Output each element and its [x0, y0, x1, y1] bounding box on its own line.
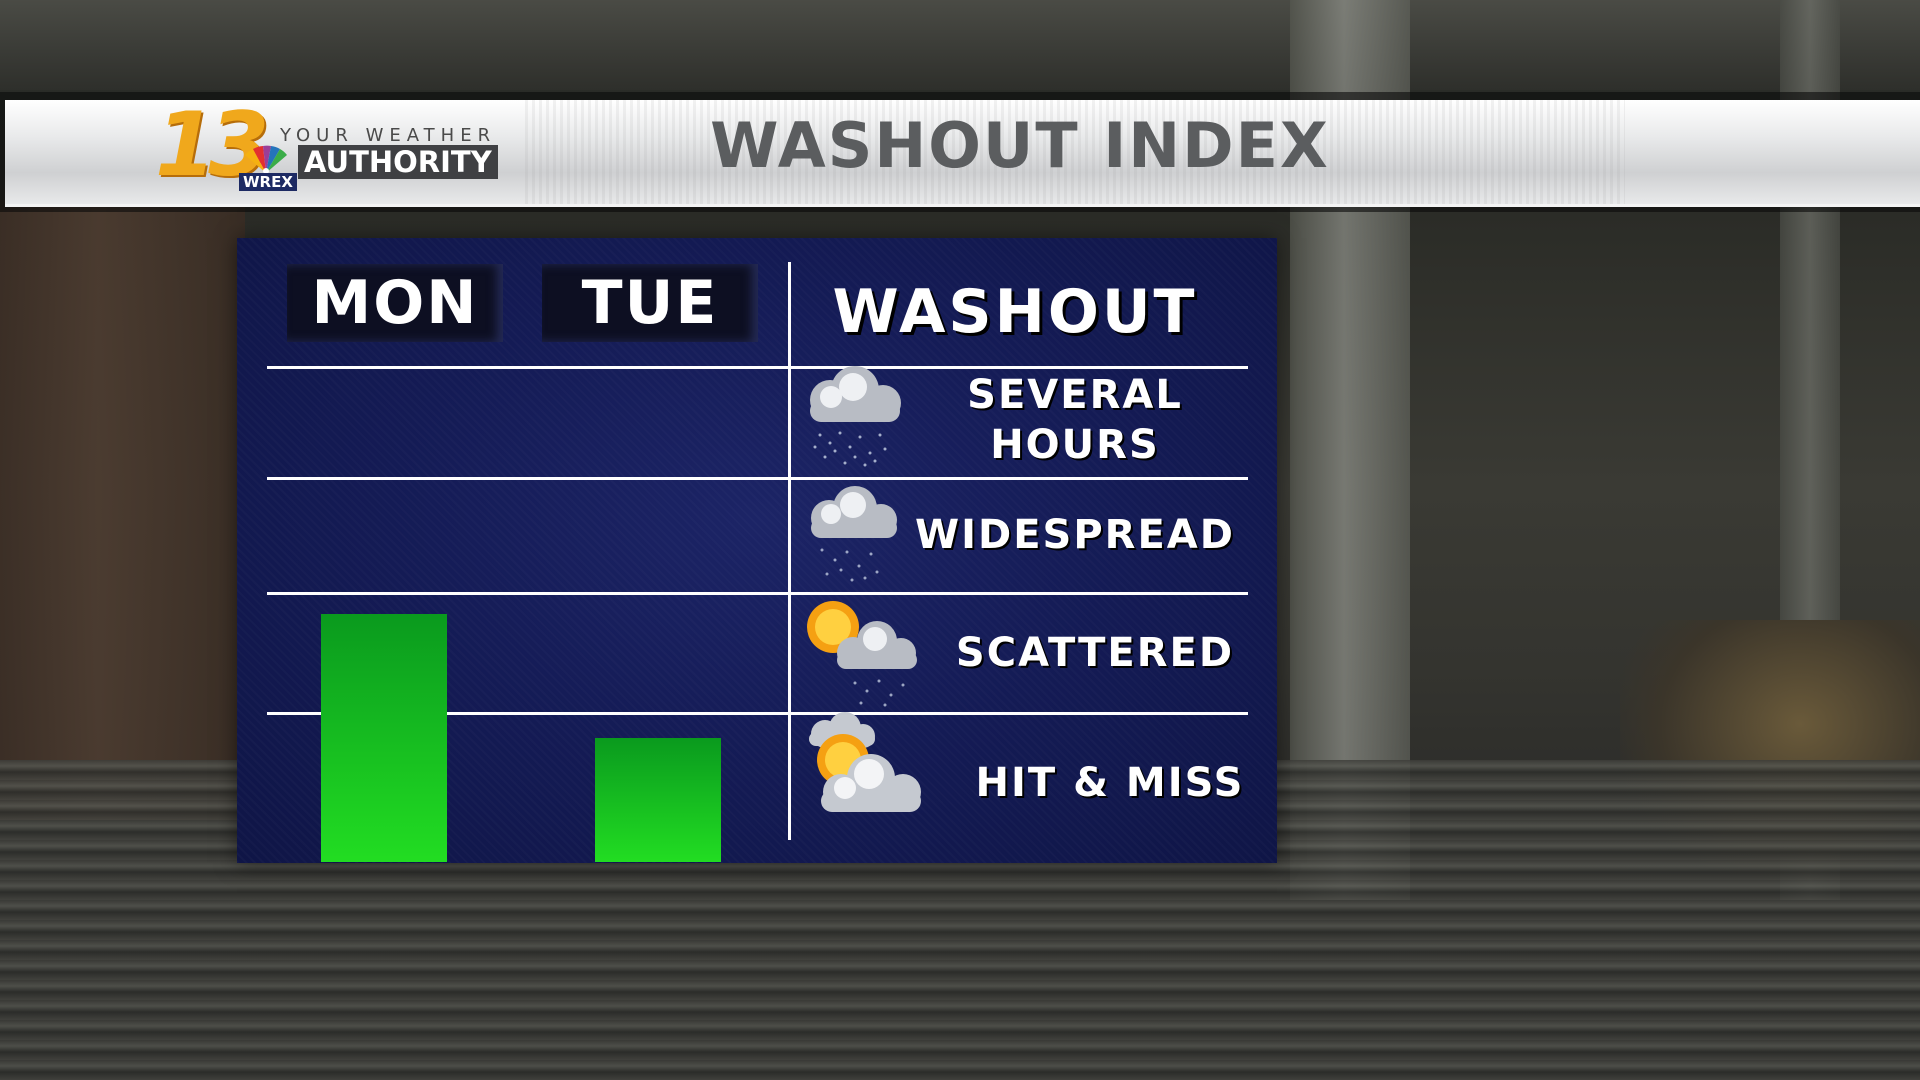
page-title: WASHOUT INDEX: [710, 109, 1330, 182]
logo-tagline-top: YOUR WEATHER: [280, 125, 497, 146]
level-label-several-hours: SEVERAL HOURS: [967, 372, 1183, 468]
category-label-tue: TUE: [542, 264, 758, 342]
washout-chart-panel: [237, 238, 1277, 863]
rain-cloud-icon: [811, 486, 897, 582]
station-logo: 13 WREX YOUR WEATHER AUTHORITY: [155, 99, 530, 195]
level-label-widespread: WIDESPREAD: [915, 512, 1235, 558]
peacock-icon: [245, 145, 287, 174]
gridline: [267, 477, 1248, 480]
logo-call-sign: WREX: [239, 173, 297, 191]
sun-cloud-rain-icon: [807, 601, 917, 707]
heavy-rain-cloud-icon: [810, 366, 901, 467]
sun-cloud-icon: [809, 712, 921, 812]
gridline: [267, 366, 1248, 369]
column-divider: [788, 262, 791, 840]
gridline: [267, 592, 1248, 595]
gridline: [267, 712, 1248, 715]
level-label-scattered: SCATTERED: [955, 630, 1235, 676]
logo-tagline-bottom: AUTHORITY: [298, 145, 498, 179]
category-label-mon: MON: [287, 264, 503, 342]
washout-column-header: WASHOUT: [832, 277, 1198, 347]
level-label-hit-and-miss: HIT & MISS: [975, 760, 1245, 806]
